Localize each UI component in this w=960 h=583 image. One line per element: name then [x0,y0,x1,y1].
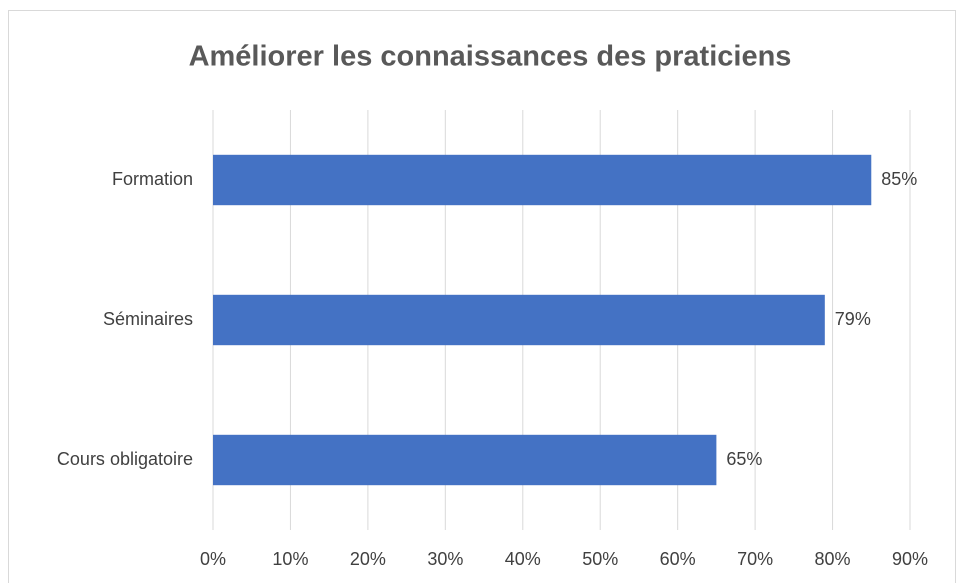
x-tick-label: 90% [892,549,928,569]
x-tick-label: 0% [200,549,226,569]
y-tick-label: Cours obligatoire [57,449,193,469]
x-tick-label: 40% [505,549,541,569]
bar [213,154,872,206]
y-tick-label: Formation [112,169,193,189]
data-label: 85% [881,169,917,189]
x-tick-label: 70% [737,549,773,569]
x-tick-label: 10% [272,549,308,569]
chart-title: Améliorer les connaissances des praticie… [189,41,792,73]
x-tick-label: 20% [350,549,386,569]
y-tick-label: Séminaires [103,309,193,329]
bar [213,294,825,346]
data-label: 65% [726,449,762,469]
bar [213,434,717,486]
x-tick-label: 50% [582,549,618,569]
x-tick-label: 60% [660,549,696,569]
x-tick-label: 80% [815,549,851,569]
x-tick-label: 30% [427,549,463,569]
data-label: 79% [835,309,871,329]
